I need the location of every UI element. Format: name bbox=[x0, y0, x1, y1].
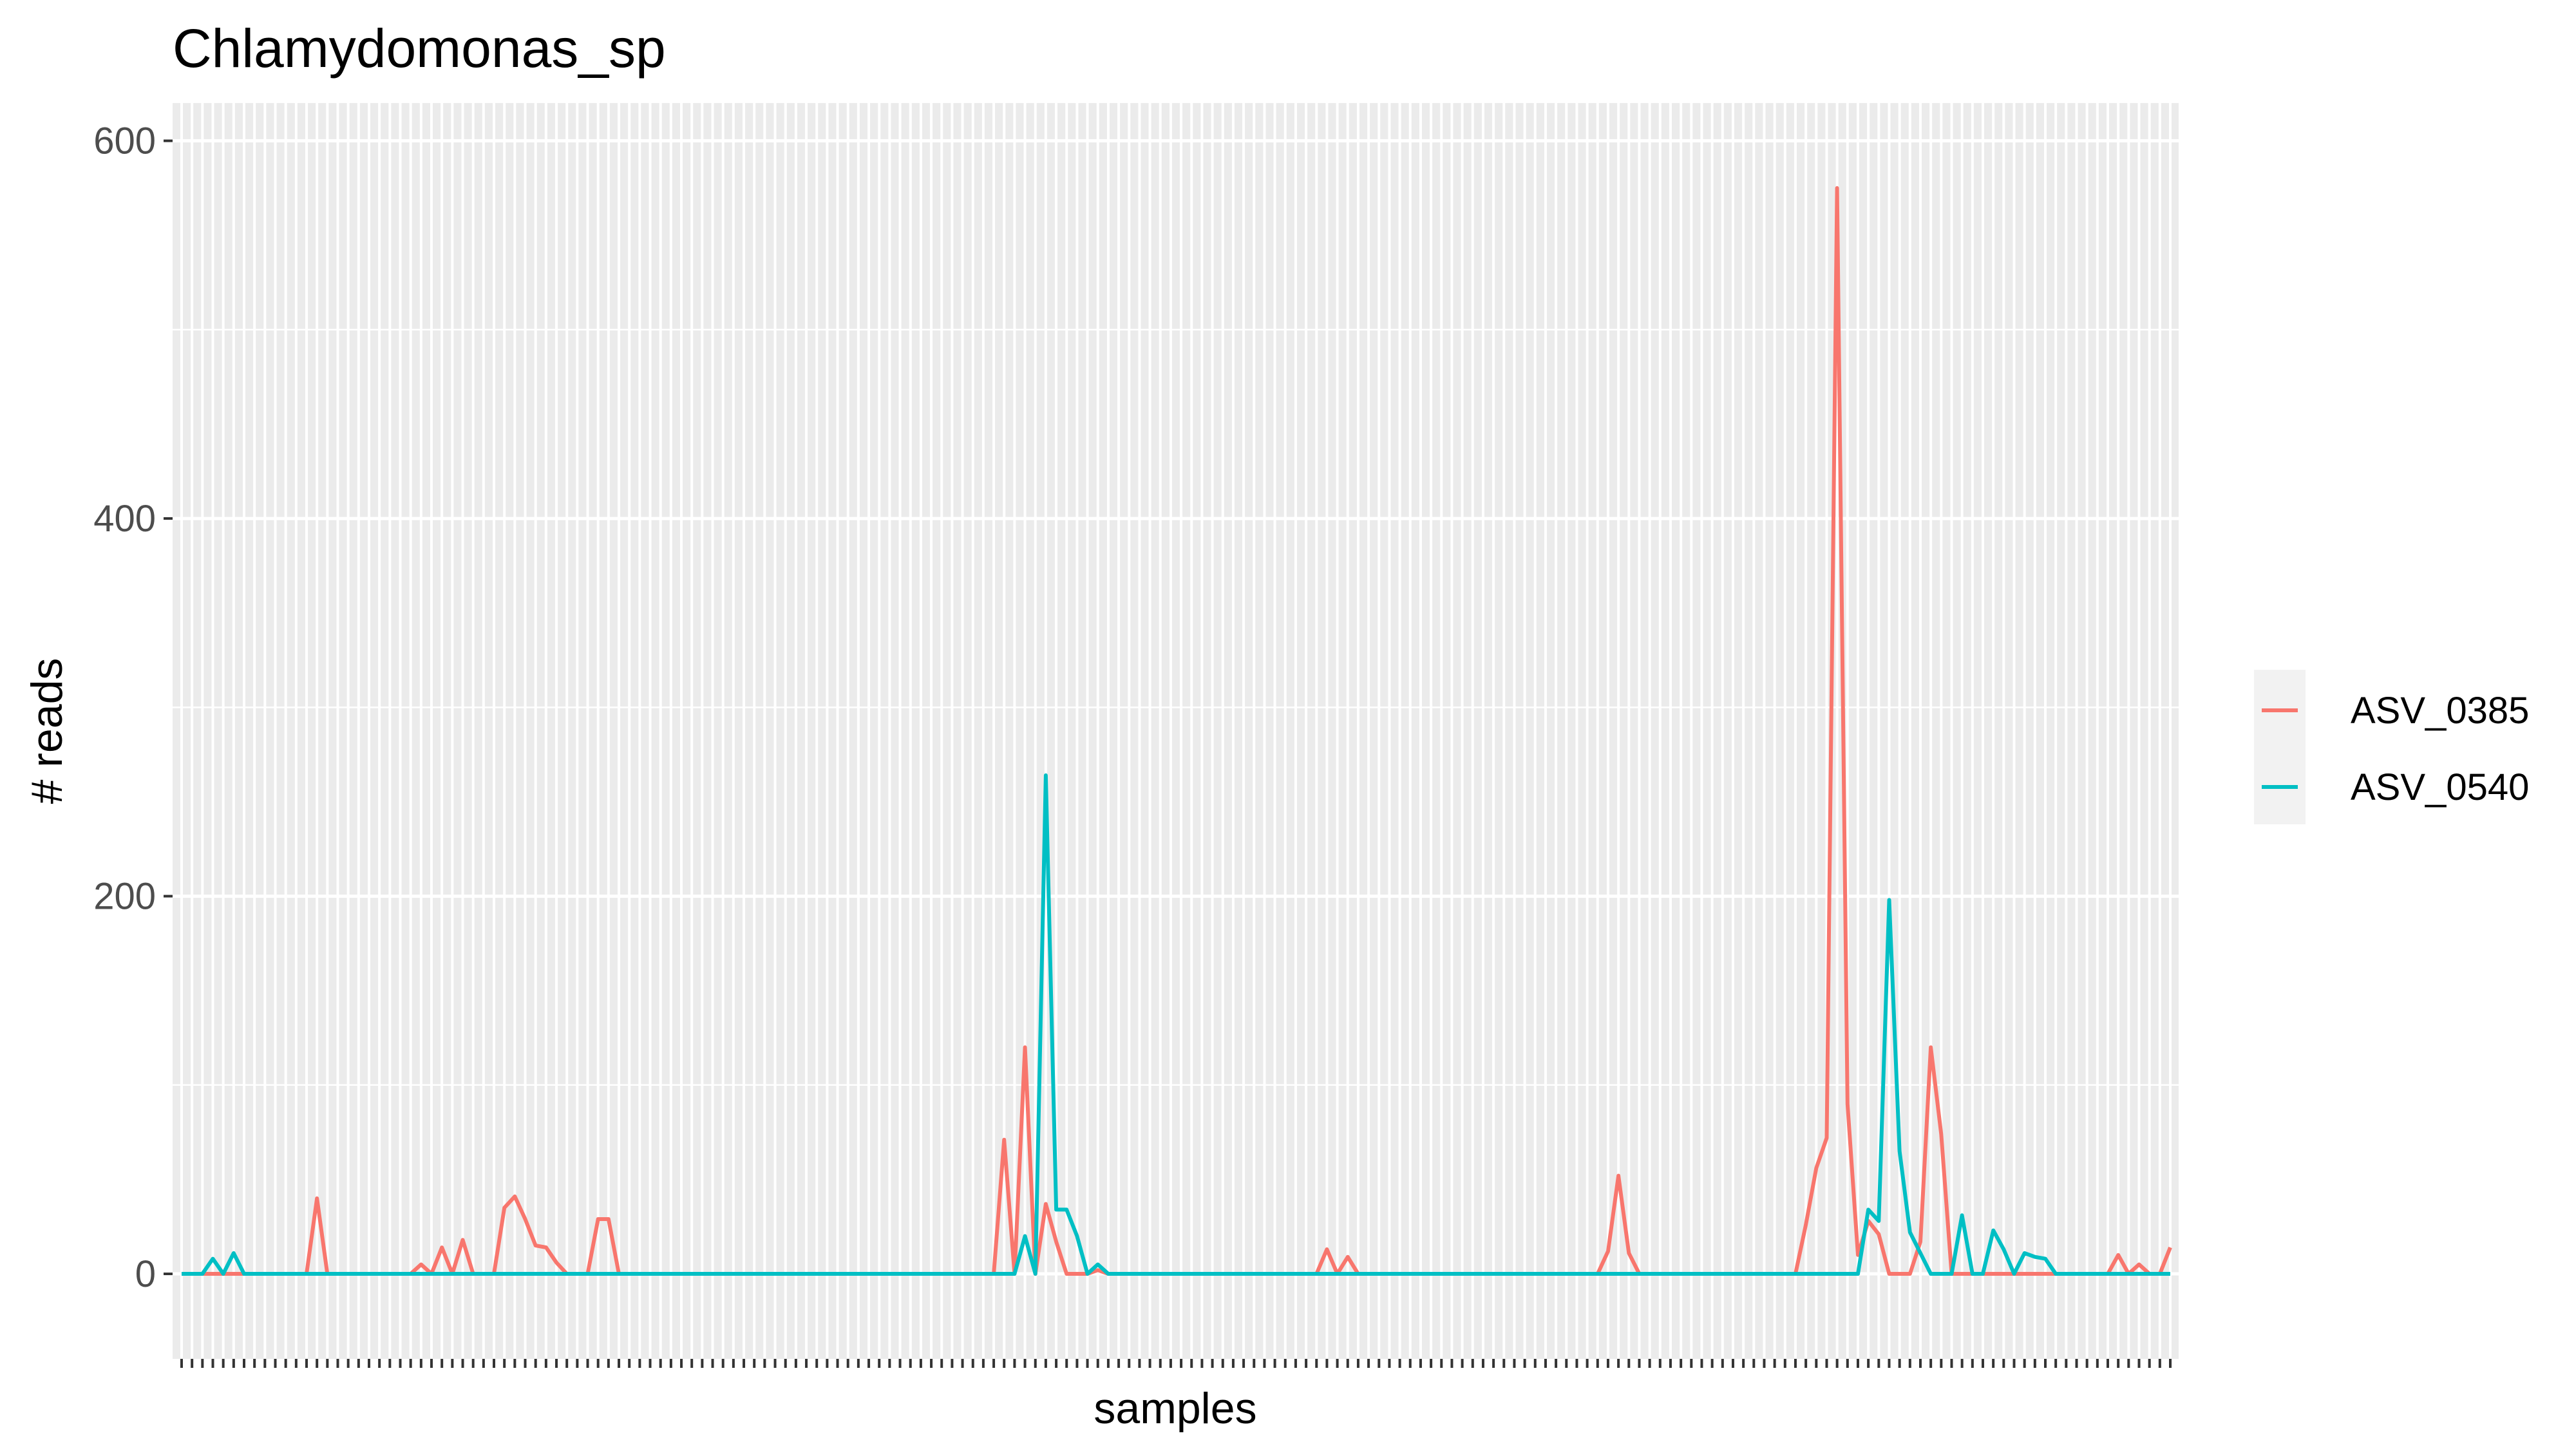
x-gridlines bbox=[180, 103, 2172, 1359]
legend-label-asv-0540: ASV_0540 bbox=[2351, 766, 2529, 808]
y-tick-label: 200 bbox=[93, 876, 156, 918]
y-axis: 0 200 400 600 bbox=[93, 120, 173, 1295]
chart-title: Chlamydomonas_sp bbox=[173, 18, 666, 79]
x-axis-title: samples bbox=[1094, 1384, 1256, 1433]
x-axis-ticks bbox=[180, 1359, 2172, 1368]
series-line-asv-0540 bbox=[182, 773, 2170, 1276]
y-tick-label: 0 bbox=[135, 1253, 156, 1295]
legend-background bbox=[2254, 670, 2306, 824]
legend: ASV_0385 ASV_0540 bbox=[2254, 670, 2529, 824]
series-lines bbox=[182, 186, 2172, 1276]
y-tick-label: 400 bbox=[93, 498, 156, 540]
legend-label-asv-0385: ASV_0385 bbox=[2351, 690, 2529, 732]
y-axis-title: # reads bbox=[23, 658, 71, 804]
y-tick-label: 600 bbox=[93, 120, 156, 162]
